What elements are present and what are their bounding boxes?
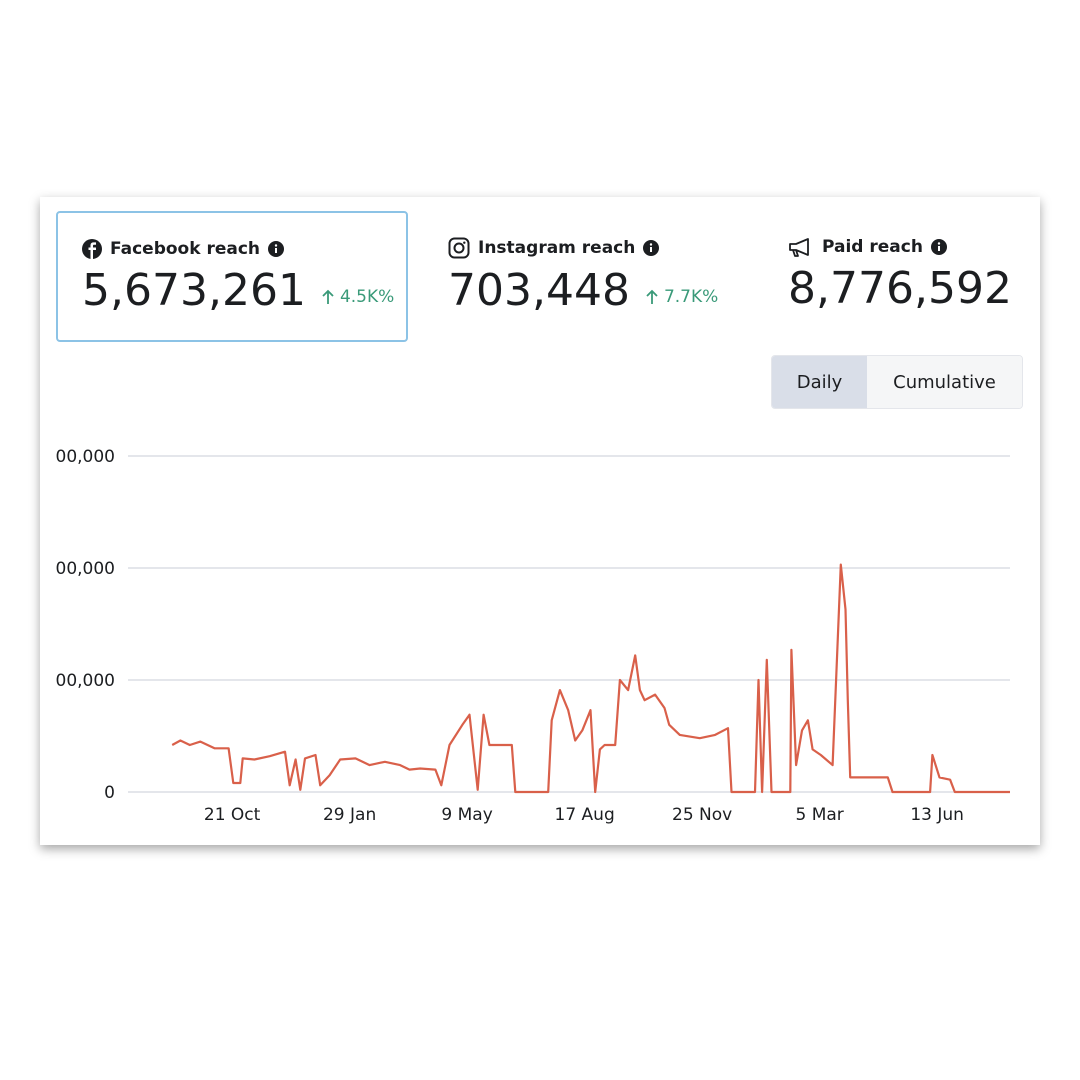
up-arrow <box>646 289 658 304</box>
instagram-icon <box>448 237 470 259</box>
daily-button[interactable]: Daily <box>772 356 867 408</box>
paid-card[interactable]: Paid reach 8,776,592 <box>764 211 1034 342</box>
info-icon <box>643 240 660 256</box>
x-tick-label: 25 Nov <box>672 805 732 825</box>
cumulative-button[interactable]: Cumulative <box>867 356 1022 408</box>
y-tick-label: 00,000 <box>56 671 115 691</box>
chart: 0 00,000 00,000 00,000 21 Oct 29 Jan 9 May 17 A… <box>56 447 1010 825</box>
card-title: Facebook reach <box>110 239 261 259</box>
megaphone-icon <box>789 238 809 257</box>
card-value: 703,448 <box>448 265 630 316</box>
y-tick-label: 00,000 <box>56 559 115 579</box>
card-value: 8,776,592 <box>788 263 1012 314</box>
x-tick-label: 13 Jun <box>910 805 964 825</box>
card-change: 7.7K% <box>663 287 719 307</box>
y-tick-label: 0 <box>104 783 115 803</box>
x-tick-label: 5 Mar <box>795 805 843 825</box>
x-tick-label: 17 Aug <box>555 805 615 825</box>
facebook-icon <box>82 239 102 259</box>
y-tick-label: 00,000 <box>56 447 115 467</box>
facebook-card[interactable]: Facebook reach 5,673,261 4.5K% <box>56 211 408 342</box>
reach-line <box>171 563 1010 794</box>
info-icon <box>268 241 285 257</box>
x-tick-label: 21 Oct <box>204 805 261 825</box>
x-tick-label: 29 Jan <box>323 805 376 825</box>
reach-panel: Facebook reach 5,673,261 4.5K% Instagram … <box>40 197 1040 845</box>
view-toggle: Daily Cumulative <box>771 355 1023 409</box>
x-tick-label: 9 May <box>441 805 492 825</box>
card-title: Paid reach <box>822 237 923 257</box>
info-icon <box>930 239 947 255</box>
up-arrow <box>322 289 334 304</box>
instagram-card[interactable]: Instagram reach 703,448 7.7K% <box>424 211 754 342</box>
card-value: 5,673,261 <box>82 265 306 316</box>
card-change: 4.5K% <box>339 287 395 307</box>
card-title: Instagram reach <box>478 238 636 258</box>
